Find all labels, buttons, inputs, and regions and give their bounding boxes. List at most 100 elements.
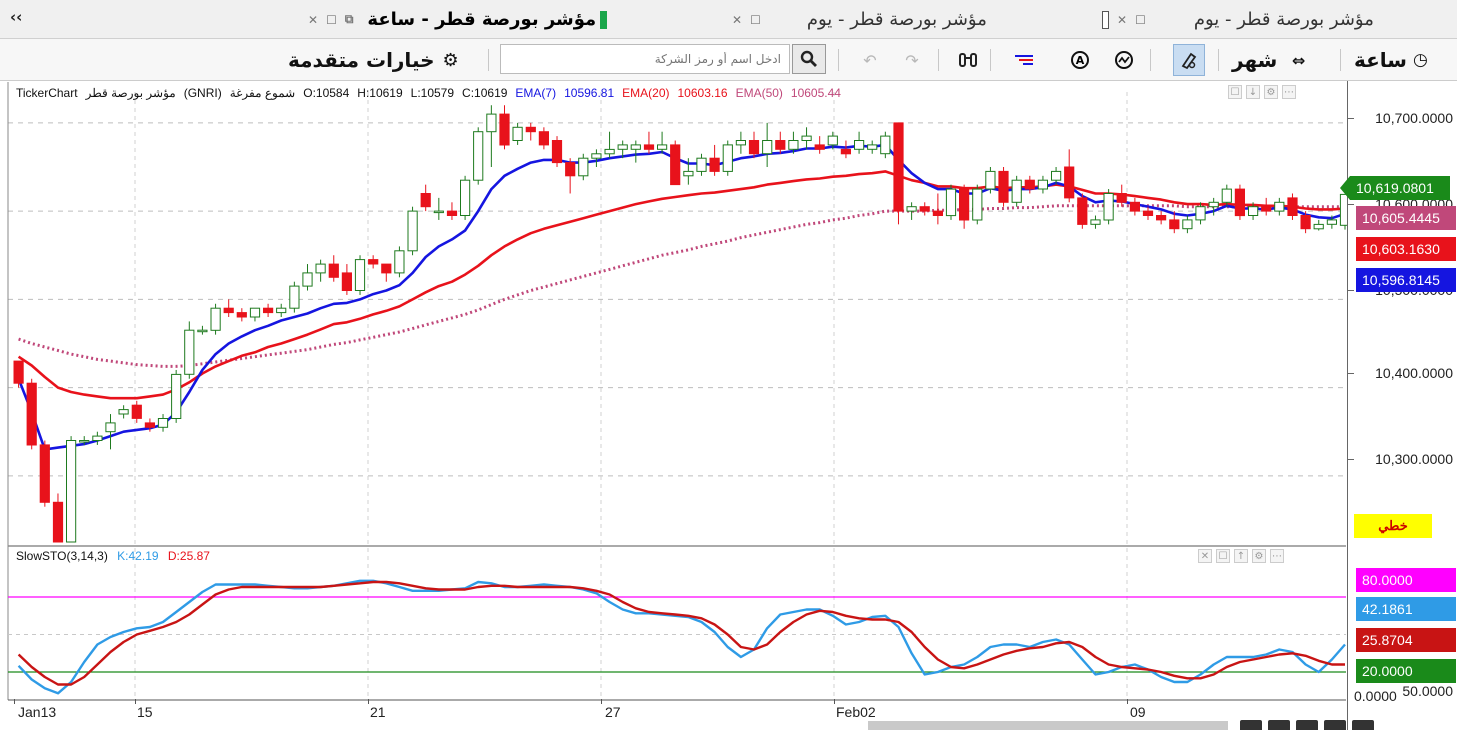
candle-up (880, 135, 891, 155)
candle-up (1090, 219, 1101, 225)
axis-tick (1348, 373, 1354, 374)
auto-icon[interactable]: A (1068, 48, 1092, 72)
sto-name: SlowSTO(3,14,3) (16, 549, 108, 563)
tab-active-marker (600, 10, 608, 29)
advanced-options-button[interactable]: خيارات متقدمة ⚙ (288, 39, 459, 81)
x-tick (368, 699, 369, 704)
sto-label-50: 50.0000 (1402, 683, 1453, 699)
brush-icon (1181, 52, 1197, 70)
candle-up (407, 210, 418, 252)
candle-up (79, 440, 90, 443)
candle-down (499, 113, 510, 146)
settings-icon[interactable]: ⚙ (1264, 85, 1278, 99)
separator (938, 49, 939, 71)
chart-scrollbar[interactable] (868, 721, 1228, 730)
tab-label: مؤشر بورصة قطر - يوم (1193, 9, 1374, 30)
maximize-icon[interactable]: ☐ (1216, 549, 1230, 563)
maximize-icon[interactable]: ☐ (1135, 12, 1146, 27)
close-icon[interactable]: ✕ (308, 12, 319, 27)
candle-up (604, 148, 615, 155)
price-label: 10,300.0000 (1375, 451, 1453, 467)
undo-icon[interactable]: ↶ (863, 50, 877, 70)
close-icon[interactable]: ✕ (1117, 12, 1128, 27)
up-arrow-icon[interactable]: ↑ (1234, 549, 1248, 563)
nav-button[interactable] (1352, 720, 1374, 730)
period-month-label: شهر (1232, 48, 1278, 72)
legend-open: O:10584 (303, 86, 350, 100)
legend-name: مؤشر بورصة قطر (85, 86, 176, 100)
compare-icon[interactable]: ⇔ (1292, 50, 1306, 70)
candle-up (1274, 201, 1285, 212)
legend-ema50-label: EMA(50) (735, 86, 783, 100)
tab-marker (1102, 10, 1109, 29)
binoculars-icon[interactable] (956, 48, 980, 72)
x-label: Feb02 (836, 704, 876, 720)
period-hour-button[interactable]: ساعة ◷ (1354, 39, 1428, 81)
x-tick (834, 699, 835, 704)
candle-up (1051, 170, 1062, 181)
candle-up (1326, 219, 1338, 225)
nav-button[interactable] (1268, 720, 1290, 730)
nav-button[interactable] (1324, 720, 1346, 730)
candle-down (919, 206, 930, 212)
candle-down (381, 263, 392, 274)
search-icon (800, 50, 817, 67)
candle-down (643, 144, 655, 150)
redo-icon[interactable]: ↷ (905, 50, 919, 70)
candle-up (118, 409, 129, 415)
candle-up (460, 179, 471, 216)
settings-icon[interactable]: ⚙ (1252, 549, 1266, 563)
candle-up (210, 307, 221, 331)
candle-down (1077, 197, 1088, 225)
down-arrow-icon[interactable]: ↓ (1246, 85, 1260, 99)
indicator-icon[interactable] (1112, 48, 1136, 72)
company-search-box[interactable] (500, 44, 790, 74)
candle-down (1300, 215, 1311, 230)
maximize-icon[interactable]: ☐ (326, 12, 337, 27)
candle-up (867, 144, 878, 150)
ema50-series (18, 204, 1345, 368)
legend-source: TickerChart (16, 86, 78, 100)
price-label: 10,400.0000 (1375, 365, 1453, 381)
candle-down (341, 272, 352, 291)
nav-button[interactable] (1240, 720, 1262, 730)
candle-down (959, 188, 970, 221)
ema7-line (17, 143, 1346, 451)
candle-down (525, 126, 536, 133)
close-icon[interactable]: ✕ (732, 12, 743, 27)
legend-ema7-value: 10596.81 (564, 86, 615, 100)
separator (1218, 49, 1219, 71)
tab-qe-daily-2[interactable]: ✕ ☐ مؤشر بورصة قطر - يوم (1098, 0, 1374, 39)
draw-tool-button[interactable] (1173, 44, 1205, 76)
candle-down (1169, 219, 1180, 230)
more-icon[interactable]: ⋯ (1270, 549, 1284, 563)
drawing-lines-icon[interactable] (1012, 48, 1036, 72)
detach-icon[interactable]: ⧉ (344, 12, 354, 26)
candle-down (565, 162, 576, 177)
close-icon[interactable]: ✕ (1198, 549, 1212, 563)
period-month-button[interactable]: شهر (1232, 39, 1277, 81)
tab-qe-daily-1[interactable]: ✕ ☐ مؤشر بورصة قطر - يوم (728, 0, 987, 39)
candle-down (1129, 201, 1141, 212)
sto-panel-controls: ✕ ☐ ↑ ⚙ ⋯ (1198, 549, 1284, 563)
ema50-line (18, 204, 1345, 368)
sto-badge-d: 25.8704 (1356, 628, 1456, 652)
candle-down (420, 193, 431, 208)
search-input[interactable] (501, 45, 789, 73)
legend-symbol: (GNRI) (183, 86, 222, 100)
candle-up (249, 307, 261, 318)
line-style-button[interactable]: خطي (1354, 514, 1432, 538)
nav-button[interactable] (1296, 720, 1318, 730)
candle-down (814, 144, 825, 150)
price-panel-controls: ☐ ↓ ⚙ ⋯ (1228, 85, 1296, 99)
candle-down (1064, 166, 1075, 199)
maximize-icon[interactable]: ☐ (1228, 85, 1242, 99)
legend-ema7-label: EMA(7) (515, 86, 557, 100)
collapse-icon[interactable]: ‹‹ (10, 8, 23, 26)
candle-down (223, 307, 234, 314)
search-button[interactable] (792, 44, 826, 74)
more-icon[interactable]: ⋯ (1282, 85, 1296, 99)
maximize-icon[interactable]: ☐ (750, 12, 761, 27)
tab-qe-hourly[interactable]: ✕ ☐ ⧉ مؤشر بورصة قطر - ساعة (304, 0, 608, 39)
